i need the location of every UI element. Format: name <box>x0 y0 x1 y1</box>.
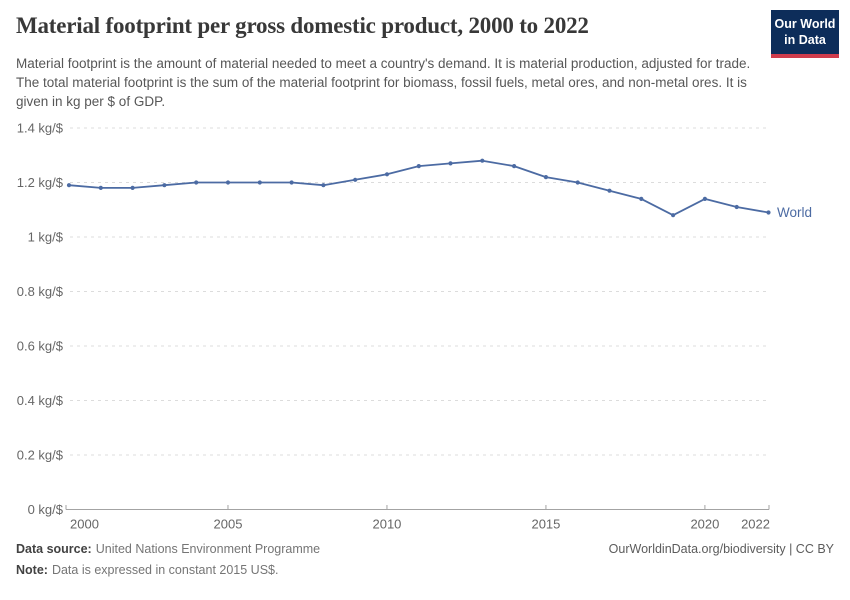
data-point-marker <box>480 158 485 163</box>
note-label: Note: <box>16 563 48 577</box>
data-point-marker <box>766 210 771 215</box>
x-axis-tick-label: 2010 <box>372 517 401 532</box>
data-point-marker <box>225 180 231 185</box>
data-point-marker <box>448 161 453 166</box>
series-end-label-world: World <box>777 205 812 220</box>
data-point-marker <box>511 164 517 169</box>
data-point-marker <box>66 183 72 188</box>
y-axis-tick-label: 0.6 kg/$ <box>17 339 64 354</box>
owid-logo: Our World in Data <box>771 10 839 58</box>
data-point-marker <box>130 185 135 190</box>
data-point-marker <box>353 177 358 182</box>
x-axis-tick-label: 2005 <box>214 517 243 532</box>
y-axis-tick-label: 0.8 kg/$ <box>17 284 64 299</box>
data-point-marker <box>734 204 739 210</box>
x-axis-tick-label: 2015 <box>531 517 560 532</box>
data-point-marker <box>639 196 644 201</box>
data-point-marker <box>289 180 294 185</box>
y-axis-tick-label: 0 kg/$ <box>28 502 64 517</box>
data-point-marker <box>384 172 390 177</box>
data-source-line: Data source: United Nations Environment P… <box>16 542 320 556</box>
world-series-line <box>68 159 770 217</box>
data-point-marker <box>257 180 262 185</box>
owid-logo-line2: in Data <box>784 33 826 48</box>
note-value: Data is expressed in constant 2015 US$. <box>51 563 279 577</box>
data-source-value: United Nations Environment Programme <box>95 542 321 556</box>
y-axis-tick-label: 1 kg/$ <box>28 230 64 245</box>
y-axis-tick-label: 1.4 kg/$ <box>17 121 64 136</box>
page-title: Material footprint per gross domestic pr… <box>16 13 589 38</box>
data-point-marker <box>416 164 421 169</box>
y-axis-tick-label: 0.2 kg/$ <box>17 448 64 463</box>
y-axis-tick-label: 1.2 kg/$ <box>17 175 64 190</box>
data-point-marker <box>543 175 549 180</box>
data-point-marker <box>98 185 103 190</box>
note-line: Note: Data is expressed in constant 2015 … <box>16 563 278 577</box>
data-point-marker <box>702 196 708 201</box>
x-axis-tick-label: 2000 <box>70 517 99 532</box>
x-axis-tick-label: 2022 <box>741 517 770 532</box>
y-axis-tick-label: 0.4 kg/$ <box>17 393 64 408</box>
data-point-marker <box>607 188 612 193</box>
data-point-marker <box>194 180 199 185</box>
chart-subtitle: Material footprint is the amount of mate… <box>16 56 751 110</box>
data-point-marker <box>671 213 676 218</box>
x-axis-tick-label: 2020 <box>690 517 719 532</box>
data-point-marker <box>575 180 580 185</box>
data-point-marker <box>321 183 326 188</box>
data-source-label: Data source: <box>16 542 92 556</box>
owid-logo-line1: Our World <box>774 17 836 31</box>
attribution-link[interactable]: OurWorldinData.org/biodiversity | CC BY <box>608 542 834 556</box>
data-point-marker <box>162 183 167 188</box>
